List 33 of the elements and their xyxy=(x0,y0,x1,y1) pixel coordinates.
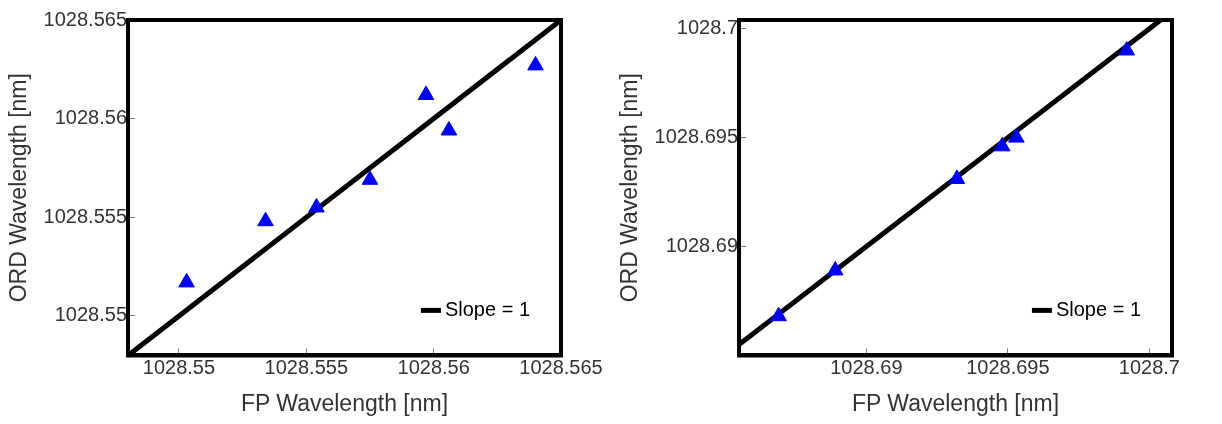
point xyxy=(770,306,787,322)
point xyxy=(178,272,195,288)
x-tick-label: 1028.69 xyxy=(830,355,903,378)
point xyxy=(308,197,325,213)
y-tick-label: 1028.695 xyxy=(654,125,739,148)
y-axis-title: ORD Wavelength [nm] xyxy=(616,73,643,303)
x-axis-title: FP Wavelength [nm] xyxy=(851,389,1060,416)
point xyxy=(993,136,1011,152)
point xyxy=(826,260,844,276)
point xyxy=(257,211,274,227)
point xyxy=(361,170,379,185)
x-tick-label: 1028.695 xyxy=(966,355,1050,378)
point xyxy=(527,55,544,71)
point xyxy=(1118,40,1136,56)
point xyxy=(948,169,966,184)
y-axis-title: ORD Wavelength [nm] xyxy=(5,73,32,303)
y-tick-label: 1028.565 xyxy=(43,7,128,30)
y-tick-label: 1028.69 xyxy=(665,234,739,257)
x-tick-label: 1028.555 xyxy=(264,355,349,378)
y-tick-label: 1028.7 xyxy=(676,16,739,39)
point xyxy=(1008,128,1025,143)
point xyxy=(440,120,458,136)
legend-label: Slope = 1 xyxy=(444,297,531,320)
x-tick-label: 1028.56 xyxy=(397,355,470,378)
x-tick-label: 1028.55 xyxy=(142,355,216,378)
y-tick-label: 1028.55 xyxy=(54,303,128,326)
y-tick-label: 1028.56 xyxy=(54,106,128,129)
x-axis-title: FP Wavelength [nm] xyxy=(240,389,449,416)
legend-label: Slope = 1 xyxy=(1055,297,1142,320)
x-tick-label: 1028.7 xyxy=(1118,355,1180,378)
point xyxy=(417,85,435,100)
x-tick-label: 1028.565 xyxy=(519,355,603,378)
y-tick-label: 1028.555 xyxy=(43,204,128,227)
